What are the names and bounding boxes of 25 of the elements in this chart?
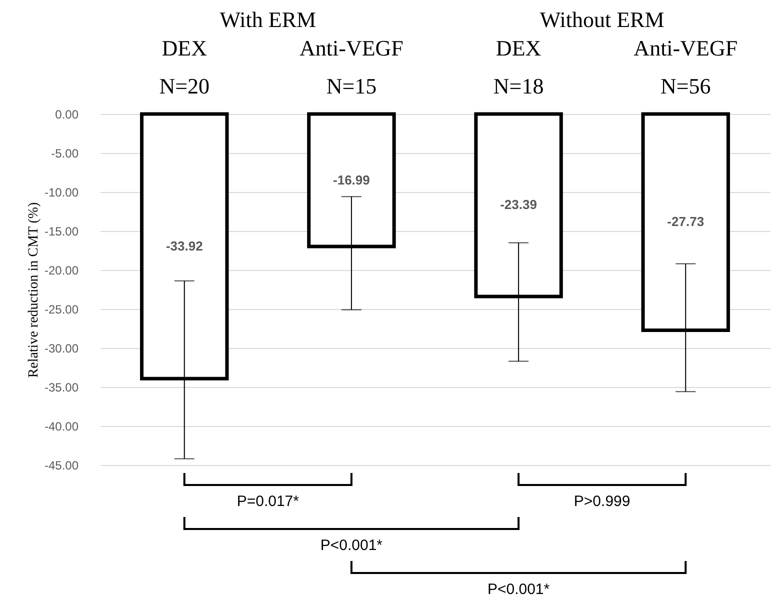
y-axis-title: Relative reduction in CMT (%) [26, 202, 42, 378]
data-label: -27.73 [667, 214, 704, 230]
x-tick-label: Anti-VEGF N=15 [300, 36, 404, 98]
x-tick-label: DEX N=20 [159, 36, 210, 98]
text: P=0.017* [236, 493, 300, 510]
y-tick-label: -5.00 [51, 146, 79, 160]
y-tick-label: -10.00 [44, 186, 79, 200]
y-tick-label: -30.00 [44, 342, 79, 356]
y-tick-label: -25.00 [44, 302, 79, 316]
data-label: -33.92 [166, 238, 203, 254]
text: Without ERM [540, 7, 664, 32]
text: P<0.001* [320, 537, 383, 554]
y-tick-label: -40.00 [44, 420, 79, 434]
x-tick-label: Anti-VEGF N=56 [634, 36, 738, 98]
x-tick-label: DEX N=18 [493, 36, 544, 98]
y-tick-label: 0.00 [55, 108, 79, 122]
y-tick-label: -20.00 [44, 264, 79, 278]
data-label: -23.39 [500, 197, 537, 212]
data-label: -16.99 [333, 172, 370, 188]
text: P<0.001* [487, 581, 550, 598]
y-tick-label: -35.00 [44, 380, 79, 394]
y-tick-label: -15.00 [44, 224, 79, 238]
y-tick-label: -45.00 [44, 458, 79, 472]
text: P>0.999 [574, 493, 630, 510]
text: With ERM [220, 7, 316, 32]
